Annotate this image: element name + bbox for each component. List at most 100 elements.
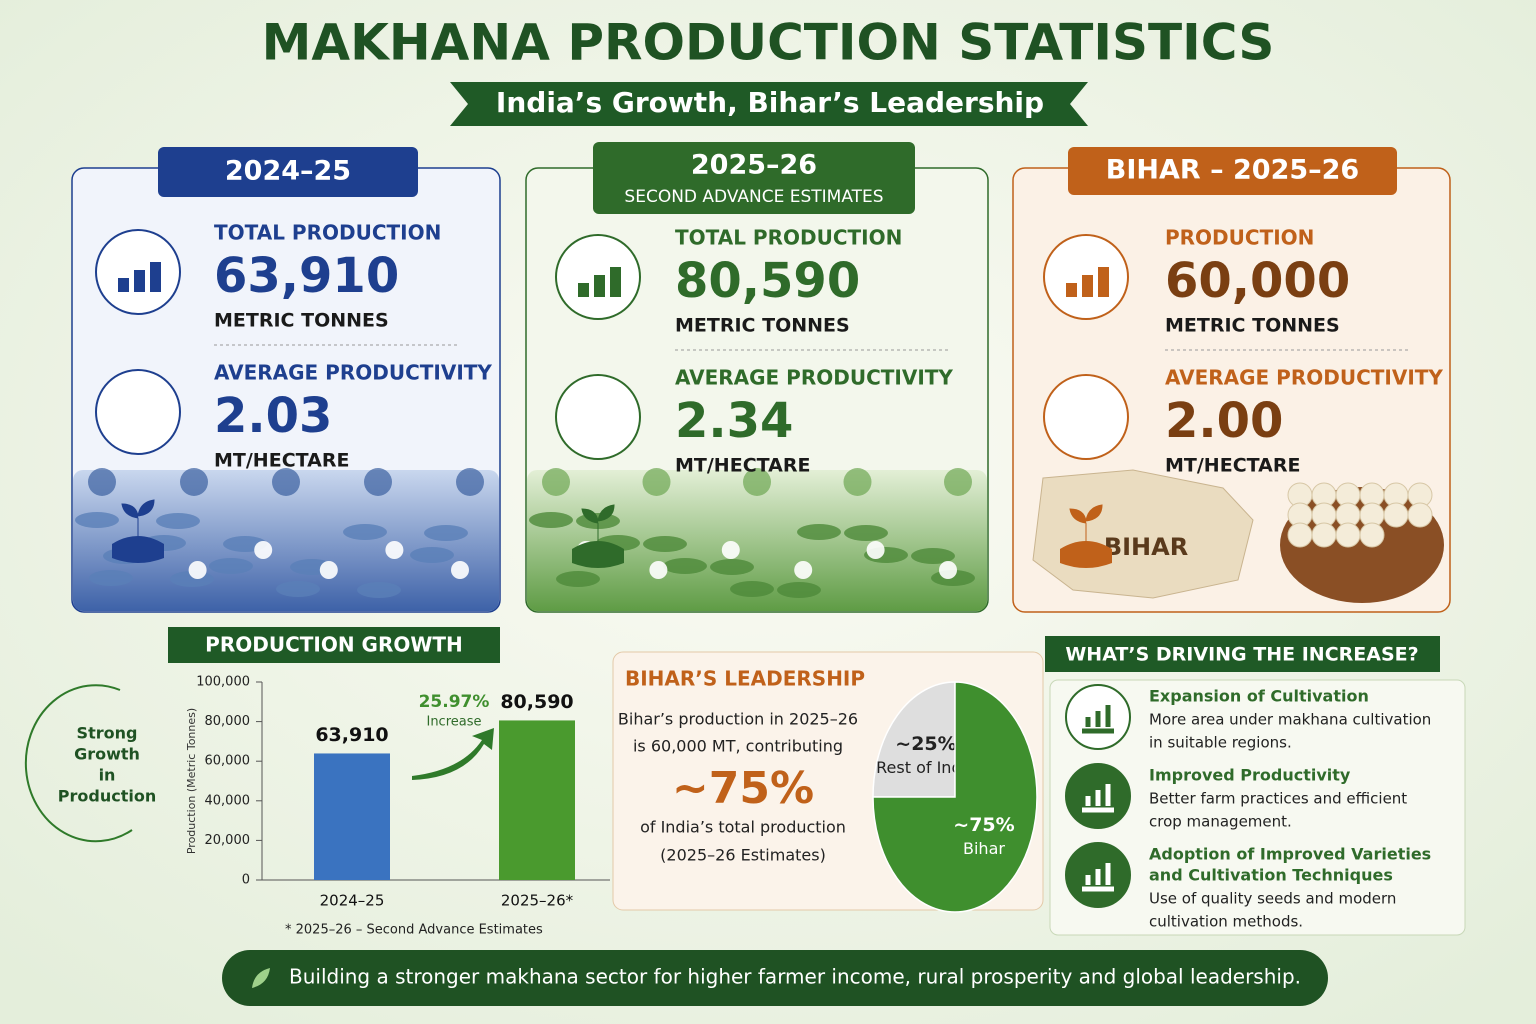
stat-unit: METRIC TONNES — [214, 310, 389, 332]
y-tick-label: 60,000 — [205, 754, 251, 769]
tree — [180, 468, 208, 496]
pie-category-label: Bihar — [963, 839, 1005, 858]
icon-bar — [150, 262, 161, 292]
card-tab — [1068, 147, 1397, 195]
makhana-seed — [1383, 502, 1409, 528]
driver-text: Better farm practices and efficient — [1149, 790, 1407, 808]
tree — [456, 468, 484, 496]
makhana-seed — [1335, 522, 1361, 548]
leaf-icon — [252, 968, 270, 988]
drivers-tab — [1045, 636, 1440, 672]
bar — [499, 720, 575, 880]
tree — [944, 468, 972, 496]
lily-pad — [911, 548, 955, 564]
landscape — [527, 470, 987, 611]
icon-sprout — [1069, 504, 1103, 545]
stat-label: AVERAGE PRODUCTIVITY — [1165, 366, 1443, 390]
icon-bar — [118, 278, 129, 292]
badge-text: Strong — [77, 724, 138, 743]
subtitle: India’s Growth, Bihar’s Leadership — [496, 86, 1044, 119]
icon-bar — [134, 270, 145, 292]
y-tick-label: 0 — [242, 873, 250, 888]
stat-value: 80,590 — [675, 253, 860, 309]
icon-sprout — [581, 504, 615, 545]
pie-value-label: ~25% — [895, 733, 956, 755]
pie-value-label: ~75% — [953, 814, 1014, 836]
icon-field — [1060, 541, 1112, 568]
lotus — [649, 561, 668, 579]
tree — [364, 468, 392, 496]
card-heading: BIHAR – 2025–26 — [1106, 155, 1359, 186]
lily-pad — [343, 524, 387, 540]
lotus — [721, 541, 740, 559]
driver-text: cultivation methods. — [1149, 913, 1303, 931]
stat-label: AVERAGE PRODUCTIVITY — [214, 361, 492, 385]
pie-title: BIHAR’S LEADERSHIP — [625, 667, 865, 691]
stat-label: PRODUCTION — [1165, 226, 1314, 250]
pie-footnote: of India’s total production — [640, 818, 846, 837]
pie-highlight: ~75% — [672, 763, 814, 814]
lily-pad — [209, 558, 253, 574]
y-tick-label: 80,000 — [205, 714, 251, 729]
badge-ring — [24, 684, 133, 843]
tree — [843, 468, 872, 496]
card-subheading: SECOND ADVANCE ESTIMATES — [624, 187, 883, 207]
stat-unit: MT/HECTARE — [1165, 455, 1300, 477]
bar — [314, 753, 390, 880]
drivers-panel — [1049, 679, 1466, 936]
stat-unit: METRIC TONNES — [1165, 315, 1340, 337]
stat-icon — [1043, 374, 1129, 460]
lotus — [188, 561, 207, 579]
pie-slice — [872, 681, 1038, 913]
driver-title: and Cultivation Techniques — [1149, 866, 1393, 885]
icon-bar — [578, 283, 589, 297]
driver-text: Use of quality seeds and modern — [1149, 890, 1396, 908]
stat-label: AVERAGE PRODUCTIVITY — [675, 366, 953, 390]
tree — [743, 468, 771, 496]
stat-value: 60,000 — [1165, 253, 1350, 309]
icon-bar — [1098, 267, 1109, 297]
driver-icon-glyph — [1082, 863, 1114, 892]
driver-text: More area under makhana cultivation — [1149, 711, 1431, 729]
icon-field — [572, 541, 624, 568]
driver-title: Adoption of Improved Varieties — [1149, 845, 1431, 864]
chart-note: * 2025–26 – Second Advance Estimates — [285, 923, 543, 938]
makhana-seed — [1287, 522, 1313, 548]
stat-value: 63,910 — [214, 248, 399, 304]
badge-text: Production — [58, 787, 156, 806]
chart-title: PRODUCTION GROWTH — [205, 633, 463, 657]
x-tick-label: 2024–25 — [320, 892, 385, 910]
icon-bar — [594, 275, 605, 297]
footer-text: Building a stronger makhana sector for h… — [289, 965, 1301, 989]
card-heading: 2024–25 — [225, 156, 351, 187]
map-label: BIHAR — [1104, 533, 1188, 561]
y-tick-label: 100,000 — [196, 675, 250, 690]
lily-pad — [710, 559, 754, 575]
pie-category-label: Rest of India — [876, 758, 976, 777]
icon-bar — [610, 267, 621, 297]
lotus — [319, 561, 338, 579]
lily-pad — [556, 571, 600, 587]
lily-pad — [643, 536, 687, 552]
stat-unit: MT/HECTARE — [675, 455, 810, 477]
bar-value-label: 63,910 — [315, 724, 388, 746]
lily-pad — [777, 582, 821, 598]
lily-pad — [730, 581, 774, 597]
stat-icon — [555, 374, 641, 460]
card-tab — [593, 142, 915, 214]
lily-pad — [529, 512, 573, 528]
stat-unit: METRIC TONNES — [675, 315, 850, 337]
growth-arrow — [412, 728, 494, 780]
subtitle-ribbon — [450, 82, 1088, 126]
lily-pad — [75, 512, 119, 528]
tree — [542, 468, 570, 496]
makhana-seed — [1407, 502, 1433, 528]
drivers-title: WHAT’S DRIVING THE INCREASE? — [1065, 644, 1418, 666]
tree — [272, 468, 300, 496]
lily-pad — [410, 547, 454, 563]
stat-value: 2.00 — [1165, 393, 1283, 449]
annotation: Increase — [426, 715, 481, 730]
card-heading: 2025–26 — [691, 150, 817, 181]
